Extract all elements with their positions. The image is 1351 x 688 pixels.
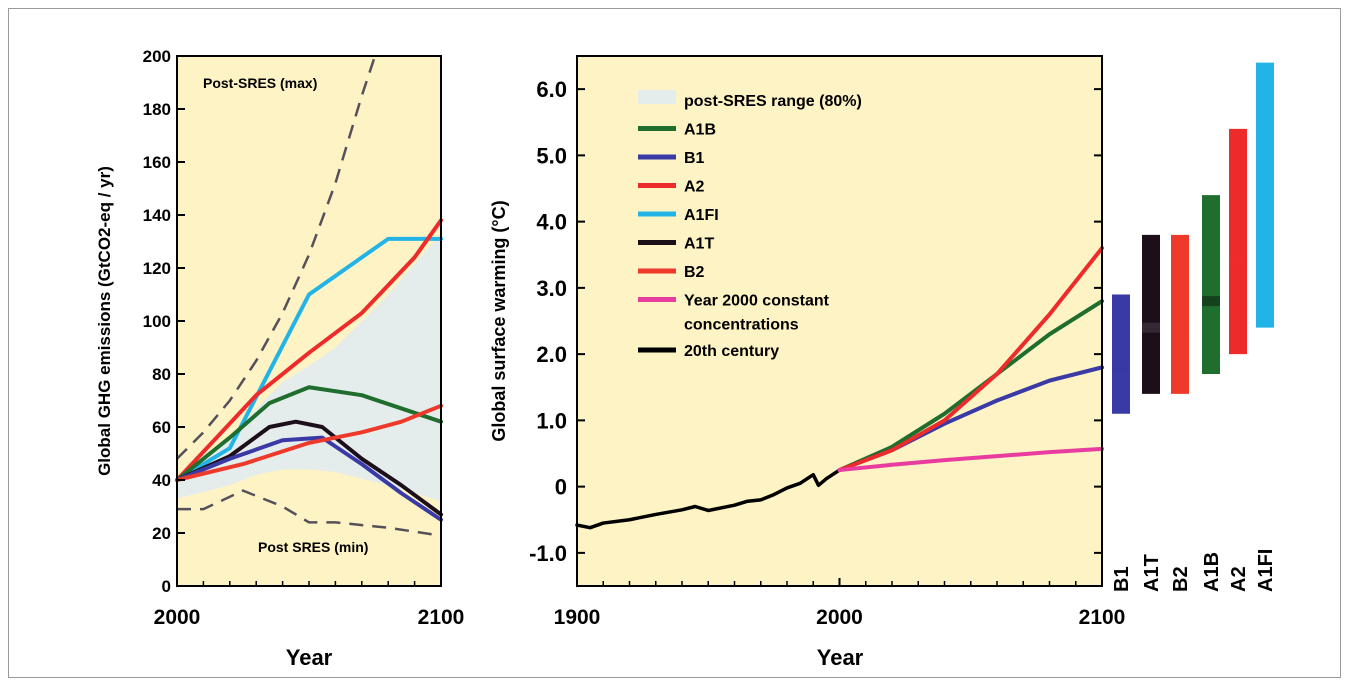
emissions-line-a1b (175, 385, 443, 482)
warming-y-tick-label: 0 (555, 475, 567, 500)
warming-y-tick-label: 5.0 (536, 143, 567, 168)
range-bar-label: A1T (1141, 554, 1163, 592)
range-bar-label: A1B (1201, 552, 1223, 592)
warming-x-tick-label: 1900 (554, 606, 601, 629)
emissions-x-axis-label: Year (286, 645, 333, 670)
legend-label-range: post-SRES range (80%) (684, 93, 862, 110)
warming-y-tick-label: 4.0 (536, 210, 567, 235)
warming-x-tick-label: 2000 (816, 606, 863, 629)
emissions-y-tick-label: 20 (152, 524, 171, 543)
range-bar-best-estimate (1142, 322, 1160, 333)
emissions-x-tick-label: 2000 (154, 606, 201, 629)
legend-swatch-range (638, 90, 676, 104)
legend-label-const-line2: concentrations (684, 317, 799, 334)
legend-label-century: 20th century (684, 343, 779, 360)
range-bar-a1b (1202, 195, 1220, 374)
warming-plot-area (577, 56, 1102, 586)
warming-x-axis-label: Year (817, 645, 864, 670)
warming-y-tick-label: 3.0 (536, 276, 567, 301)
post-sres-max-line (176, 55, 377, 460)
range-bar-b1 (1112, 294, 1130, 414)
range-bar-label: B1 (1111, 566, 1133, 592)
emissions-y-tick-label: 120 (143, 259, 171, 278)
warming-chart: -1.0 0 1.0 2.0 3.0 4.0 5.0 6.0 1900 2000 2100 pos… (489, 55, 1126, 670)
warming-y-axis-label: Global surface warming (°C) (489, 200, 509, 441)
warming-line-a1b (837, 299, 1104, 473)
emissions-line-b2 (175, 403, 443, 482)
range-bar-b2 (1171, 234, 1189, 394)
figure-frame (8, 8, 1341, 678)
emissions-y-tick-label: 0 (162, 577, 171, 596)
annotation-post-sres-max: Post-SRES (max) (203, 75, 317, 91)
emissions-x-tick-label: 2100 (418, 606, 465, 629)
emissions-y-axis-label: Global GHG emissions (GtCO2-eq / yr) (95, 166, 114, 476)
warming-x-tick-label: 2100 (1079, 606, 1126, 629)
legend-label-a1t: A1T (684, 236, 714, 253)
emissions-chart: Post-SRES (max) Post SRES (min) 0 20 40 60 8… (95, 47, 464, 670)
emissions-y-tick-label: 80 (152, 365, 171, 384)
emissions-line-a1t (175, 419, 443, 517)
legend-label-a1fi: A1FI (684, 207, 719, 224)
emissions-y-tick-label: 100 (143, 312, 171, 331)
legend-label-a1b: A1B (684, 122, 716, 139)
legend: post-SRES range (80%) A1B B1 A2 A1FI A1T B2 Yea… (638, 90, 862, 360)
warming-y-tick-label: 1.0 (536, 408, 567, 433)
emissions-y-tick-label: 140 (143, 206, 171, 225)
annotation-post-sres-min: Post SRES (min) (258, 539, 368, 555)
post-sres-range-band (177, 233, 441, 502)
warming-y-tick-label: 2.0 (536, 342, 567, 367)
emissions-y-tick-label: 40 (152, 471, 171, 490)
emissions-line-b1 (175, 435, 443, 522)
post-sres-min-line (177, 489, 442, 537)
range-bar-label: B2 (1170, 566, 1192, 592)
emissions-line-a2 (175, 218, 443, 482)
warming-range-bars: B1 A1T B2 A1B A2 A1FI (1111, 62, 1277, 592)
range-bar-best-estimate (1202, 296, 1220, 307)
range-bar-best-estimate (1229, 256, 1247, 267)
range-bar-a1t (1142, 234, 1160, 394)
emissions-y-tick-label: 180 (143, 100, 171, 119)
legend-label-const: Year 2000 constant (684, 293, 830, 310)
range-bar-label: A2 (1228, 566, 1250, 592)
warming-line-const (837, 446, 1104, 473)
emissions-y-tick-label: 160 (143, 153, 171, 172)
range-bar-a2 (1229, 128, 1247, 355)
range-bar-label: A1FI (1255, 549, 1277, 592)
warming-line-century (575, 468, 842, 530)
legend-label-a2: A2 (684, 179, 705, 196)
range-bar-best-estimate (1171, 322, 1189, 333)
warming-y-tick-label: 6.0 (536, 77, 567, 102)
warming-line-a2 (837, 246, 1104, 473)
emissions-y-tick-label: 200 (143, 47, 171, 66)
legend-label-b1: B1 (684, 150, 705, 167)
range-bar-a1fi (1256, 62, 1274, 328)
emissions-line-a1fi (175, 236, 443, 482)
warming-y-tick-label: -1.0 (529, 541, 567, 566)
legend-label-b2: B2 (684, 264, 705, 281)
emissions-y-tick-label: 60 (152, 418, 171, 437)
range-bar-best-estimate (1256, 216, 1274, 227)
range-bar-best-estimate (1112, 362, 1130, 373)
